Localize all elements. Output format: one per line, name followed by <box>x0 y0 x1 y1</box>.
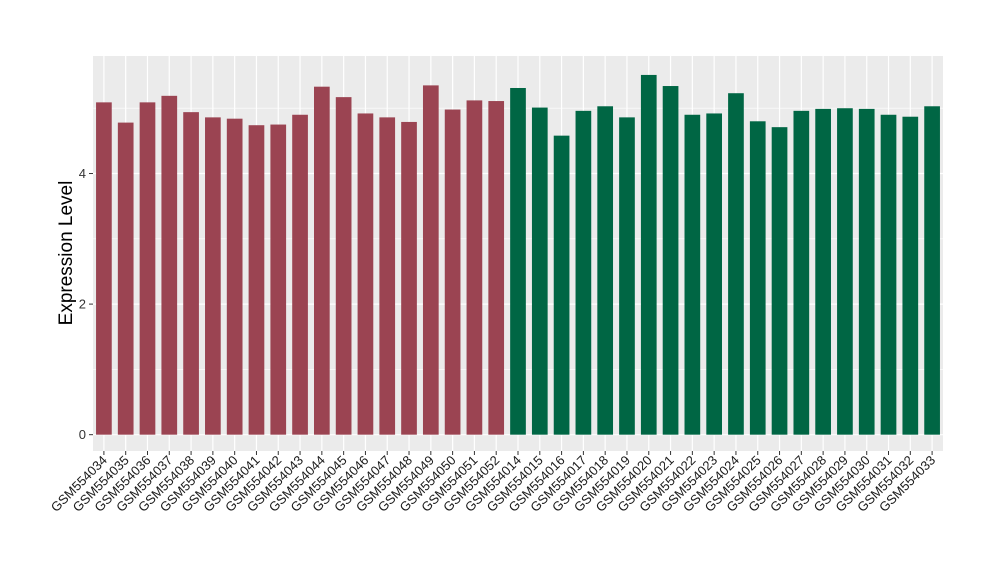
bar-GSM554041 <box>248 125 265 435</box>
bar-GSM554048 <box>401 121 417 435</box>
x-axis: GSM554034GSM554035GSM554036GSM554037GSM5… <box>48 451 938 515</box>
bar-GSM554034 <box>96 102 112 435</box>
bar-GSM554030 <box>858 108 875 435</box>
y-axis: 0 2 4 <box>79 166 93 442</box>
bar-GSM554026 <box>771 127 788 435</box>
bar-GSM554039 <box>205 117 221 435</box>
bars <box>96 74 940 435</box>
bar-GSM554049 <box>422 85 439 435</box>
bar-GSM554042 <box>270 124 287 435</box>
y-tick-label: 2 <box>79 297 86 312</box>
bar-GSM554051 <box>466 100 483 435</box>
bar-GSM554046 <box>357 113 374 435</box>
bar-GSM554017 <box>575 110 592 435</box>
bar-GSM554044 <box>314 86 330 435</box>
bar-GSM554052 <box>488 101 505 435</box>
bar-GSM554033 <box>924 106 940 435</box>
bar-GSM554024 <box>728 93 744 435</box>
bar-GSM554047 <box>379 117 396 435</box>
y-tick-label: 0 <box>79 427 86 442</box>
bar-GSM554015 <box>531 107 548 435</box>
bar-GSM554037 <box>161 95 178 435</box>
bar-GSM554036 <box>139 102 156 435</box>
bar-GSM554045 <box>335 97 352 435</box>
y-axis-title: Expression Level <box>56 181 77 326</box>
bar-GSM554019 <box>619 117 635 435</box>
bar-GSM554031 <box>880 114 897 435</box>
bar-GSM554029 <box>837 108 853 435</box>
bar-GSM554021 <box>662 86 679 435</box>
bar-GSM554027 <box>793 110 810 435</box>
bar-GSM554025 <box>749 121 766 435</box>
bar-GSM554035 <box>117 122 134 435</box>
y-tick-label: 4 <box>79 166 86 181</box>
bar-GSM554018 <box>597 106 614 435</box>
bar-GSM554038 <box>183 112 199 435</box>
bar-GSM554040 <box>226 118 243 435</box>
bar-GSM554032 <box>902 116 919 435</box>
bar-GSM554023 <box>706 113 722 435</box>
bar-GSM554016 <box>553 135 570 435</box>
bar-GSM554022 <box>684 114 701 435</box>
bar-GSM554014 <box>510 87 526 435</box>
bar-GSM554043 <box>292 114 308 435</box>
bar-GSM554020 <box>640 74 657 435</box>
bar-GSM554050 <box>444 109 461 435</box>
bar-GSM554028 <box>815 108 831 435</box>
